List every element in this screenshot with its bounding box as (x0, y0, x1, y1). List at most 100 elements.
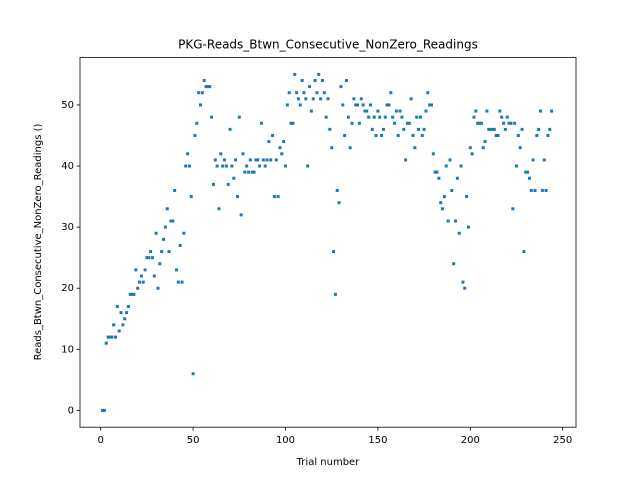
point (357, 121, 361, 125)
x-tick-label: 200 (461, 435, 480, 446)
point (492, 127, 496, 131)
point (250, 170, 254, 174)
point (149, 250, 153, 254)
point (468, 146, 472, 150)
point (503, 127, 507, 131)
point (367, 115, 371, 119)
point (476, 121, 480, 125)
point (226, 182, 230, 186)
point (466, 225, 470, 229)
point (442, 195, 446, 199)
point (234, 158, 238, 162)
point (348, 146, 352, 150)
point (278, 146, 282, 150)
point (187, 164, 191, 168)
point (435, 170, 439, 174)
point (429, 103, 433, 107)
point (191, 372, 195, 376)
point (291, 121, 295, 125)
point (330, 146, 334, 150)
point (287, 91, 291, 95)
point (289, 121, 293, 125)
point (298, 103, 302, 107)
point (247, 170, 251, 174)
point (417, 127, 421, 131)
point (126, 305, 130, 309)
point (276, 195, 280, 199)
point (272, 195, 276, 199)
point (152, 274, 156, 278)
point (328, 127, 332, 131)
point (450, 188, 454, 192)
point (444, 164, 448, 168)
point (256, 158, 260, 162)
x-tick-label: 50 (187, 435, 200, 446)
point (302, 91, 306, 95)
point (459, 164, 463, 168)
point (198, 103, 202, 107)
point (426, 91, 430, 95)
point (339, 85, 343, 89)
point (428, 103, 432, 107)
point (167, 250, 171, 254)
point (217, 207, 221, 211)
point (335, 188, 339, 192)
point (221, 164, 225, 168)
point (313, 79, 317, 83)
point (147, 256, 151, 260)
point (138, 280, 142, 284)
point (293, 72, 297, 76)
point (197, 91, 201, 95)
point (274, 158, 278, 162)
point (215, 164, 219, 168)
point (110, 335, 114, 339)
point (526, 170, 530, 174)
point (470, 152, 474, 156)
point (113, 335, 117, 339)
point (261, 158, 265, 162)
point (433, 170, 437, 174)
point (439, 201, 443, 205)
point (319, 97, 323, 101)
point (280, 152, 284, 156)
point (369, 103, 373, 107)
point (546, 133, 550, 137)
point (163, 225, 167, 229)
point (296, 97, 300, 101)
point (343, 133, 347, 137)
point (193, 133, 197, 137)
point (474, 109, 478, 113)
point (123, 317, 127, 321)
point (320, 79, 324, 83)
point (344, 79, 348, 83)
point (498, 109, 502, 113)
point (485, 109, 489, 113)
point (472, 115, 476, 119)
point (267, 140, 271, 144)
point (130, 292, 134, 296)
point (259, 121, 263, 125)
point (359, 97, 363, 101)
point (156, 286, 160, 290)
point (463, 286, 467, 290)
point (326, 97, 330, 101)
point (186, 152, 190, 156)
point (389, 91, 393, 95)
point (454, 219, 458, 223)
point (173, 188, 177, 192)
point (171, 219, 175, 223)
point (283, 164, 287, 168)
point (535, 133, 539, 137)
point (112, 323, 116, 327)
point (374, 133, 378, 137)
point (223, 158, 227, 162)
point (282, 140, 286, 144)
point (324, 115, 328, 119)
point (352, 97, 356, 101)
point (533, 188, 537, 192)
point (516, 133, 520, 137)
point (398, 109, 402, 113)
point (311, 97, 315, 101)
point (481, 146, 485, 150)
